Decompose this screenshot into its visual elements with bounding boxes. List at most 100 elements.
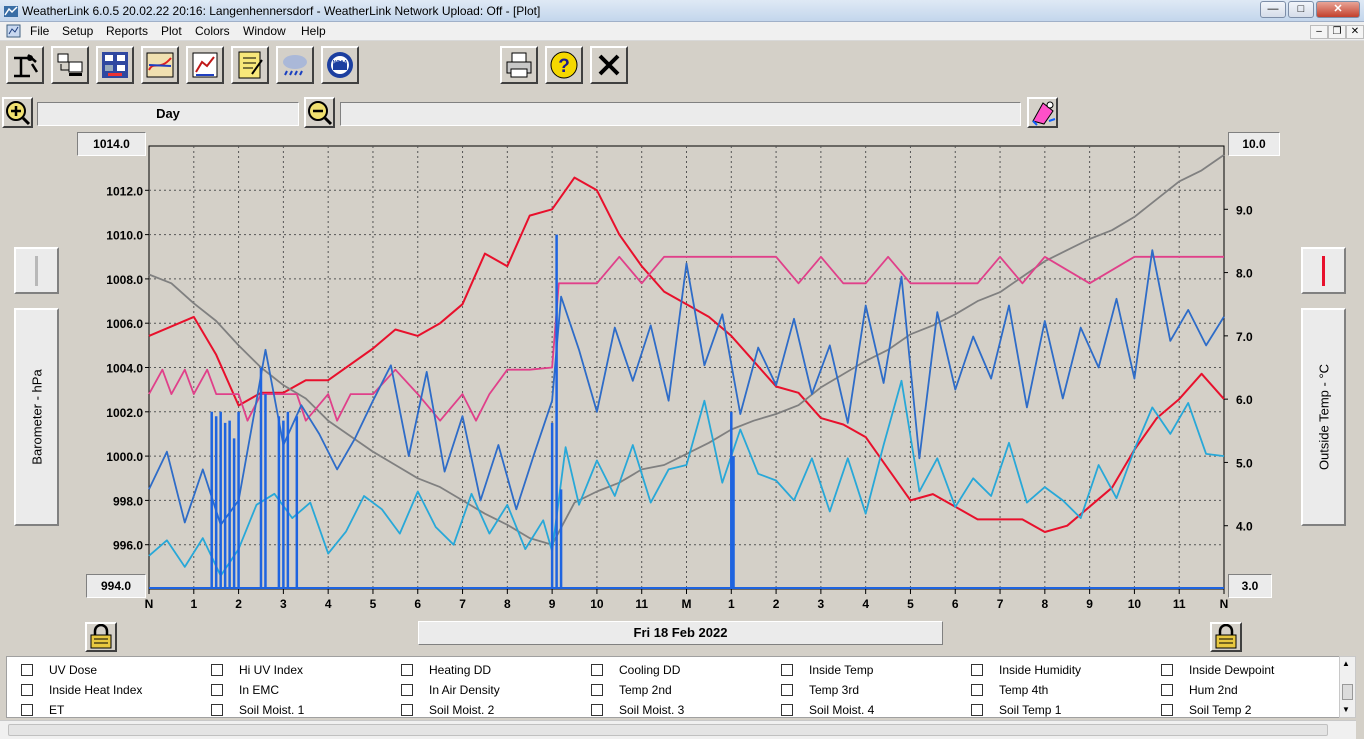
minimize-button[interactable]: —	[1260, 1, 1286, 18]
legend-checkbox[interactable]	[21, 664, 33, 676]
left-axis-min[interactable]: 994.0	[86, 574, 146, 598]
x-tick-label: 9	[548, 597, 556, 611]
zoom-out-icon	[308, 101, 333, 126]
menu-reports[interactable]: Reports	[106, 24, 149, 38]
document-icon[interactable]	[6, 24, 22, 39]
left-axis-color-button[interactable]	[14, 247, 59, 294]
left-axis-label-button[interactable]: Barometer - hPa	[14, 308, 59, 526]
series-line-3	[148, 249, 1225, 526]
legend-checkbox[interactable]	[1161, 704, 1173, 716]
legend-scrollbar[interactable]: ▲ ▼	[1339, 656, 1356, 718]
legend-label: ET	[49, 703, 65, 717]
x-tick-label: 8	[503, 597, 511, 611]
eraser-icon	[1032, 101, 1056, 126]
right-axis-label-button[interactable]: Outside Temp - °C	[1301, 308, 1346, 526]
legend-checkbox[interactable]	[1161, 684, 1173, 696]
menu-help[interactable]: Help	[301, 24, 326, 38]
x-tick-label: M	[681, 597, 692, 611]
scroll-thumb[interactable]	[1342, 684, 1353, 700]
x-tick-label: 4	[324, 597, 332, 611]
menu-plot[interactable]: Plot	[161, 24, 182, 38]
zoom-in-icon	[6, 101, 31, 126]
plot-button[interactable]	[141, 46, 179, 84]
mdi-restore-button[interactable]: ❐	[1328, 25, 1346, 39]
left-axis-color-swatch	[35, 256, 38, 286]
close-icon	[598, 54, 620, 76]
close-window-button[interactable]: ✕	[1316, 1, 1360, 18]
menu-window[interactable]: Window	[243, 24, 286, 38]
legend-label: UV Dose	[49, 663, 98, 677]
legend-checkbox[interactable]	[401, 684, 413, 696]
left-tick-label: 1006.0	[106, 317, 143, 331]
legend-label: Temp 2nd	[619, 683, 672, 697]
legend-checkbox[interactable]	[971, 684, 983, 696]
right-tick-label: 6.0	[1236, 393, 1253, 407]
app-icon	[4, 6, 18, 17]
mdi-close-button[interactable]: ✕	[1346, 25, 1364, 39]
zoom-in-button[interactable]	[2, 97, 33, 128]
weather-button[interactable]	[276, 46, 314, 84]
menu-colors[interactable]: Colors	[195, 24, 230, 38]
legend-checkbox[interactable]	[591, 664, 603, 676]
legend-checkbox[interactable]	[781, 664, 793, 676]
print-button[interactable]	[500, 46, 538, 84]
legend-checkbox[interactable]	[971, 704, 983, 716]
plot-icon	[146, 52, 174, 78]
legend-checkbox[interactable]	[781, 684, 793, 696]
span-field[interactable]: Day	[37, 102, 299, 126]
legend-label: Inside Dewpoint	[1189, 663, 1275, 677]
legend-checkbox[interactable]	[21, 684, 33, 696]
date-bar[interactable]: Fri 18 Feb 2022	[418, 621, 943, 645]
window-title: WeatherLink 6.0.5 20.02.22 20:16: Langen…	[22, 4, 541, 18]
bulletin-button[interactable]	[96, 46, 134, 84]
erase-button[interactable]	[1027, 97, 1058, 128]
series-line-0	[148, 176, 1225, 533]
menu-file[interactable]: File	[30, 24, 50, 38]
left-axis-max[interactable]: 1014.0	[77, 132, 146, 156]
scroll-down-icon[interactable]: ▼	[1342, 705, 1350, 714]
legend-checkbox[interactable]	[211, 664, 223, 676]
weather-icon	[283, 55, 307, 76]
station-button[interactable]	[6, 46, 44, 84]
legend-checkbox[interactable]	[781, 704, 793, 716]
x-tick-label: 5	[907, 597, 914, 611]
print-icon	[506, 52, 532, 78]
x-tick-label: 2	[772, 597, 780, 611]
right-axis-color-swatch	[1322, 256, 1325, 286]
scroll-up-icon[interactable]: ▲	[1342, 659, 1350, 668]
horizontal-scrollbar[interactable]	[0, 720, 1356, 739]
legend-checkbox[interactable]	[21, 704, 33, 716]
legend-checkbox[interactable]	[591, 684, 603, 696]
notes-button[interactable]	[231, 46, 269, 84]
right-lock-button[interactable]	[1210, 622, 1242, 652]
x-tick-label: 7	[459, 597, 466, 611]
legend-checkbox[interactable]	[211, 704, 223, 716]
download-icon	[57, 53, 83, 76]
legend-checkbox[interactable]	[211, 684, 223, 696]
legend-checkbox[interactable]	[971, 664, 983, 676]
legend-checkbox[interactable]	[401, 664, 413, 676]
maximize-button[interactable]: □	[1288, 1, 1314, 18]
close-plot-button[interactable]	[590, 46, 628, 84]
info-field	[340, 102, 1021, 126]
legend-checkbox[interactable]	[591, 704, 603, 716]
left-lock-button[interactable]	[85, 622, 117, 652]
right-axis-max[interactable]: 10.0	[1228, 132, 1280, 156]
mdi-minimize-button[interactable]: –	[1310, 25, 1328, 39]
download-button[interactable]	[51, 46, 89, 84]
h-scroll-thumb[interactable]	[8, 724, 1328, 736]
legend-checkbox[interactable]	[401, 704, 413, 716]
noaa-button[interactable]: NOAA	[321, 46, 359, 84]
right-axis-color-button[interactable]	[1301, 247, 1346, 294]
menu-setup[interactable]: Setup	[62, 24, 94, 38]
left-tick-label: 998.0	[113, 494, 143, 508]
right-axis-min[interactable]: 3.0	[1228, 574, 1272, 598]
zoom-out-button[interactable]	[304, 97, 335, 128]
legend-checkbox[interactable]	[1161, 664, 1173, 676]
browse-button[interactable]	[186, 46, 224, 84]
help-icon: ?	[550, 51, 578, 79]
legend-label: Inside Heat Index	[49, 683, 143, 697]
help-button[interactable]: ?	[545, 46, 583, 84]
legend-label: In Air Density	[429, 683, 500, 697]
